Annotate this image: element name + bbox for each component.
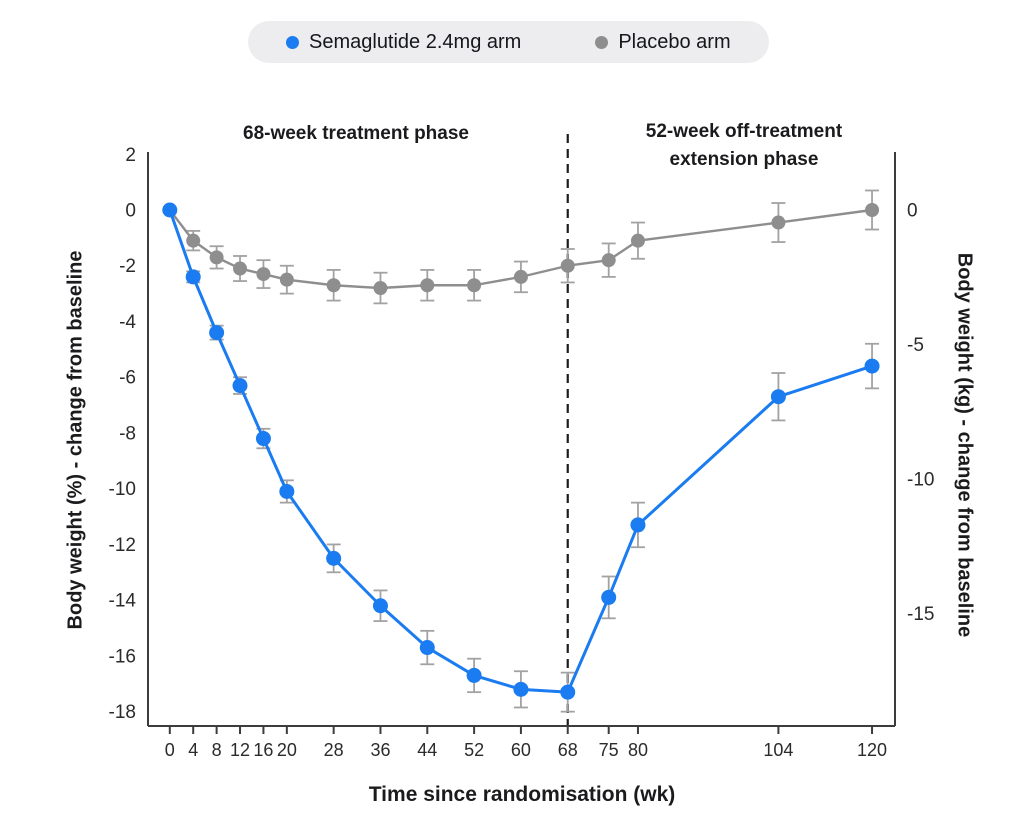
svg-text:68: 68 xyxy=(558,740,578,760)
svg-text:120: 120 xyxy=(857,740,887,760)
series-line xyxy=(168,208,874,694)
svg-text:4: 4 xyxy=(188,740,198,760)
semaglutide-marker-icon xyxy=(286,35,299,49)
svg-text:-10: -10 xyxy=(907,470,934,491)
svg-text:-14: -14 xyxy=(109,591,137,612)
x-tick-labels: 0 4 8 12 16 20 28 36 44 52 60 68 75 80 104 120 xyxy=(165,726,887,760)
svg-text:-5: -5 xyxy=(907,335,924,356)
data-point xyxy=(326,550,342,566)
data-point xyxy=(560,258,575,273)
data-point xyxy=(865,203,880,217)
series-line xyxy=(168,208,874,290)
svg-text:-10: -10 xyxy=(109,479,136,500)
svg-text:80: 80 xyxy=(628,740,648,760)
data-point xyxy=(601,253,616,268)
extension-phase-label: 52-week off-treatment extension phase xyxy=(645,121,843,170)
svg-text:-2: -2 xyxy=(119,256,136,277)
data-point xyxy=(630,517,646,533)
svg-text:-15: -15 xyxy=(907,604,934,625)
legend-label-semaglutide: Semaglutide 2.4mg arm xyxy=(309,30,522,53)
data-point xyxy=(209,250,224,265)
data-point xyxy=(255,431,271,447)
data-point xyxy=(466,667,482,683)
data-point xyxy=(770,389,786,405)
data-point xyxy=(232,378,248,394)
treatment-phase-label: 68-week treatment phase xyxy=(243,123,469,144)
legend-label-placebo: Placebo arm xyxy=(618,30,731,53)
data-point xyxy=(326,278,341,293)
svg-text:16: 16 xyxy=(253,740,273,760)
series-placebo xyxy=(162,189,880,305)
legend-item-placebo: Placebo arm xyxy=(595,30,731,54)
data-point xyxy=(419,640,435,656)
data-point xyxy=(279,483,295,499)
svg-text:0: 0 xyxy=(907,201,918,222)
data-point xyxy=(630,233,645,248)
svg-text:60: 60 xyxy=(511,740,531,760)
data-point xyxy=(513,681,529,697)
svg-text:12: 12 xyxy=(230,740,250,760)
data-point xyxy=(513,269,528,284)
data-point xyxy=(864,358,880,374)
svg-text:-8: -8 xyxy=(119,423,136,444)
svg-text:-18: -18 xyxy=(109,702,136,723)
data-point xyxy=(467,278,482,293)
svg-text:2: 2 xyxy=(125,145,136,166)
legend: Semaglutide 2.4mg arm Placebo arm xyxy=(248,21,769,63)
left-y-tick-labels: 2 0 -2 -4 -6 -8 -10 -12 -14 -16 -18 xyxy=(109,145,137,723)
svg-text:0: 0 xyxy=(165,740,175,760)
data-point xyxy=(420,278,435,293)
data-point xyxy=(186,233,201,248)
data-point xyxy=(373,281,388,296)
svg-text:104: 104 xyxy=(763,740,793,760)
placebo-marker-icon xyxy=(595,35,609,49)
data-point xyxy=(185,269,201,285)
svg-text:8: 8 xyxy=(212,740,222,760)
svg-text:0: 0 xyxy=(125,201,136,222)
svg-text:-4: -4 xyxy=(119,312,136,333)
legend-item-semaglutide: Semaglutide 2.4mg arm xyxy=(286,31,521,54)
data-point xyxy=(601,589,617,605)
data-point xyxy=(256,267,271,282)
svg-text:36: 36 xyxy=(370,740,390,760)
svg-text:52: 52 xyxy=(464,740,484,760)
svg-text:44: 44 xyxy=(417,740,437,760)
svg-text:-16: -16 xyxy=(109,646,136,667)
svg-text:-6: -6 xyxy=(119,368,136,389)
data-point xyxy=(209,325,225,341)
svg-text:28: 28 xyxy=(324,740,344,760)
data-point xyxy=(560,684,576,700)
data-point xyxy=(279,272,294,287)
right-y-tick-labels: 0 -5 -10 -15 xyxy=(907,201,934,626)
series-semaglutide xyxy=(162,202,880,713)
data-point xyxy=(233,261,248,276)
right-axis-title: Body weight (kg) - change from baseline xyxy=(953,252,976,638)
svg-text:-12: -12 xyxy=(109,535,136,556)
data-point xyxy=(771,215,786,230)
left-axis-title: Body weight (%) - change from baseline xyxy=(64,250,87,630)
svg-text:20: 20 xyxy=(277,740,297,760)
data-point xyxy=(372,598,388,614)
x-axis-title: Time since randomisation (wk) xyxy=(368,783,676,806)
svg-text:75: 75 xyxy=(599,740,619,760)
data-point xyxy=(162,202,178,218)
